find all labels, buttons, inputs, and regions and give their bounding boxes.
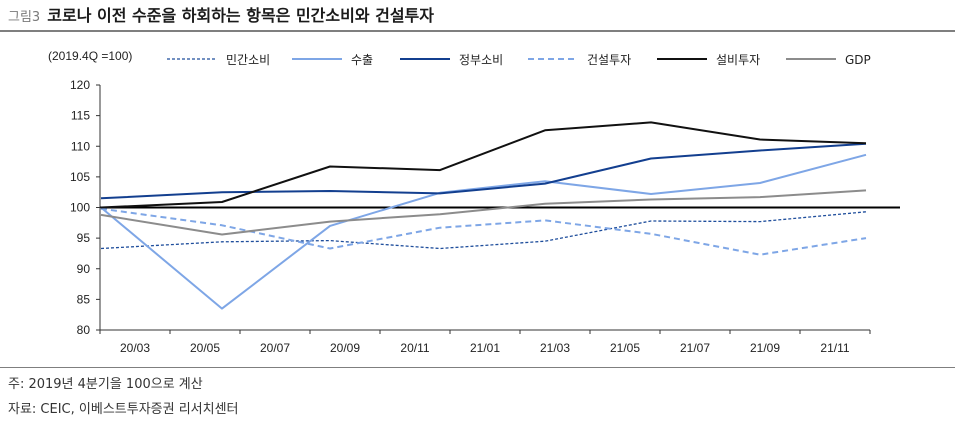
figure-title: 코로나 이전 수준을 하회하는 항목은 민간소비와 건설투자: [47, 6, 434, 25]
y-tick-label: 115: [71, 109, 90, 123]
series-line: [100, 207, 867, 256]
footnote: 주: 2019년 4분기을 100으로 계산: [8, 377, 203, 392]
chart-legend: 민간소비 수출 정부소비 건설투자 설비투자 GDP: [167, 53, 871, 67]
y-tick-label: 90: [77, 262, 91, 276]
y-tick-label: 110: [71, 139, 90, 153]
series-line: [100, 142, 867, 200]
y-tick-label: 120: [70, 78, 90, 92]
x-tick-label: 21/01: [470, 341, 500, 355]
x-tick-label: 21/11: [820, 341, 849, 355]
title-divider: [0, 30, 955, 32]
series-line: [100, 153, 867, 310]
y-tick-label: 85: [77, 292, 91, 306]
x-tick-label: 20/11: [400, 341, 429, 355]
x-tick-label: 21/07: [680, 341, 710, 355]
x-tick-label: 20/07: [260, 341, 290, 355]
legend-label: GDP: [845, 53, 871, 67]
series-line: [100, 121, 867, 209]
plot-area: [100, 121, 867, 310]
y-unit-label: (2019.4Q =100): [48, 49, 132, 63]
legend-label: 수출: [351, 53, 373, 67]
y-tick-label: 80: [77, 323, 91, 337]
x-tick-label: 21/09: [750, 341, 780, 355]
legend-label: 민간소비: [226, 53, 270, 67]
legend-label: 건설투자: [587, 53, 631, 67]
figure-label: 그림3: [8, 10, 41, 25]
line-chart: (2019.4Q =100) 민간소비 수출 정부소비 건설투자 설비투자 GDP 808…: [48, 49, 900, 355]
x-tick-label: 21/03: [540, 341, 570, 355]
x-tick-label: 20/05: [190, 341, 220, 355]
y-tick-label: 105: [70, 170, 90, 184]
x-tick-label: 20/09: [330, 341, 360, 355]
y-tick-label: 100: [70, 201, 90, 215]
footer-divider: [0, 367, 955, 368]
legend-label: 정부소비: [459, 53, 503, 67]
x-tick-label: 20/03: [120, 341, 150, 355]
figure-title-row: 그림3 코로나 이전 수준을 하회하는 항목은 민간소비와 건설투자: [8, 2, 434, 28]
series-line: [100, 189, 867, 236]
y-axis: 80 85 90 95 100 105 110 115 120: [70, 78, 101, 337]
y-tick-label: 95: [77, 231, 91, 245]
x-axis: 20/03 20/05 20/07 20/09 20/11 21/01 21/03 21/05…: [99, 329, 871, 355]
series-line: [100, 211, 867, 250]
x-tick-label: 21/05: [610, 341, 640, 355]
source-note: 자료: CEIC, 이베스트투자증권 리서치센터: [8, 402, 239, 417]
legend-label: 설비투자: [716, 53, 760, 67]
